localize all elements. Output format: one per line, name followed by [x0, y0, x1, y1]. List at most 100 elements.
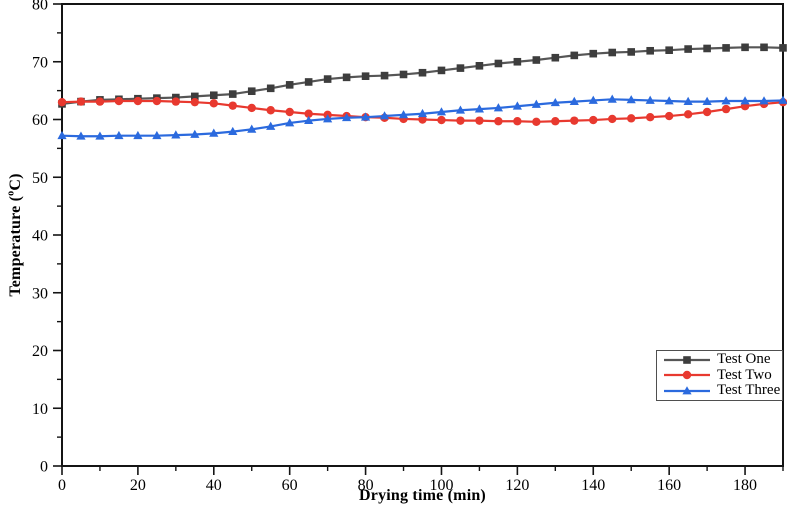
y-tick-label: 60: [32, 112, 48, 129]
triangle-marker: [417, 108, 428, 118]
circle-marker: [133, 96, 143, 106]
circle-marker: [152, 96, 162, 106]
circle-marker: [475, 116, 484, 125]
square-marker: [399, 70, 408, 79]
triangle-marker: [569, 96, 579, 105]
x-tick-label: 180: [733, 477, 757, 494]
circle-marker: [664, 111, 674, 121]
circle-marker: [247, 103, 256, 113]
x-tick-label: 100: [429, 477, 453, 494]
circle-marker: [76, 97, 86, 106]
circle-marker: [721, 104, 731, 114]
square-marker: [380, 71, 389, 80]
triangle-marker: [645, 95, 655, 104]
triangle-marker: [607, 94, 617, 103]
square-marker: [475, 61, 484, 70]
triangle-marker: [778, 95, 787, 104]
square-marker: [665, 46, 673, 54]
legend-swatch-2: [664, 386, 710, 395]
square-marker: [304, 78, 313, 86]
circle-marker: [645, 112, 655, 122]
degree-symbol: o: [5, 190, 17, 196]
legend-swatch-0: [664, 355, 710, 364]
circle-marker: [456, 116, 465, 125]
circle-marker: [682, 371, 692, 380]
x-tick-label: 0: [58, 477, 66, 494]
square-marker: [456, 64, 465, 72]
circle-marker: [513, 117, 522, 126]
circle-marker: [304, 109, 313, 118]
triangle-marker: [550, 97, 560, 107]
y-axis-title: Temperature (oC): [6, 85, 26, 385]
square-marker: [608, 48, 617, 57]
triangle-marker: [95, 131, 105, 140]
series-test-three: [57, 94, 787, 140]
square-marker: [247, 87, 256, 96]
triangle-marker: [247, 124, 257, 133]
square-marker: [589, 49, 598, 58]
triangle-marker: [228, 126, 238, 136]
square-marker: [228, 90, 237, 98]
y-axis-title-suffix: C): [7, 173, 24, 191]
triangle-marker: [398, 110, 409, 119]
circle-marker: [437, 115, 446, 125]
circle-marker: [627, 114, 636, 123]
square-marker: [285, 81, 294, 89]
triangle-marker: [740, 96, 750, 105]
triangle-marker: [323, 114, 333, 123]
square-marker: [323, 75, 332, 83]
y-tick-label: 20: [32, 343, 48, 360]
circle-marker: [228, 101, 237, 110]
legend-swatch-1: [664, 371, 710, 380]
triangle-marker: [512, 101, 522, 110]
triangle-marker: [266, 121, 276, 130]
circle-marker: [589, 115, 598, 125]
x-tick-label: 160: [657, 477, 681, 494]
circle-marker: [683, 110, 693, 119]
square-marker: [760, 43, 768, 52]
square-marker: [209, 91, 218, 100]
triangle-marker: [474, 104, 485, 113]
triangle-marker: [759, 96, 769, 105]
circle-marker: [702, 107, 712, 117]
y-tick-label: 10: [32, 401, 48, 418]
y-axis-title-prefix: Temperature (: [7, 195, 24, 297]
triangle-marker: [76, 131, 86, 140]
square-marker: [361, 72, 370, 80]
triangle-marker: [531, 99, 541, 108]
square-marker: [683, 355, 691, 364]
legend-label: Test Three: [717, 382, 781, 399]
square-marker: [266, 84, 275, 93]
x-tick-label: 80: [358, 477, 374, 494]
y-tick-label: 50: [32, 170, 48, 187]
circle-marker: [95, 97, 105, 106]
triangle-marker: [455, 105, 466, 114]
square-marker: [532, 56, 541, 64]
square-marker: [646, 46, 654, 55]
circle-marker: [114, 96, 124, 106]
triangle-marker: [285, 118, 295, 127]
legend-item-test-one: Test One: [661, 351, 782, 368]
circle-marker: [171, 97, 181, 106]
square-marker: [570, 51, 579, 60]
circle-marker: [209, 99, 218, 108]
triangle-marker: [436, 107, 447, 116]
square-marker: [191, 92, 199, 101]
triangle-marker: [114, 130, 124, 140]
y-tick-label: 70: [32, 54, 48, 71]
legend-label: Test Two: [717, 366, 772, 383]
triangle-marker: [57, 130, 67, 140]
series-test-one: [58, 43, 787, 108]
square-marker: [418, 68, 427, 77]
y-tick-label: 80: [32, 0, 48, 14]
circle-marker: [608, 114, 617, 124]
circle-marker: [570, 116, 579, 125]
circle-marker: [494, 117, 503, 126]
legend-item-test-three: Test Three: [661, 382, 782, 399]
x-tick-label: 40: [206, 477, 222, 494]
square-marker: [437, 66, 446, 75]
square-marker: [779, 44, 787, 52]
triangle-marker: [133, 130, 143, 140]
